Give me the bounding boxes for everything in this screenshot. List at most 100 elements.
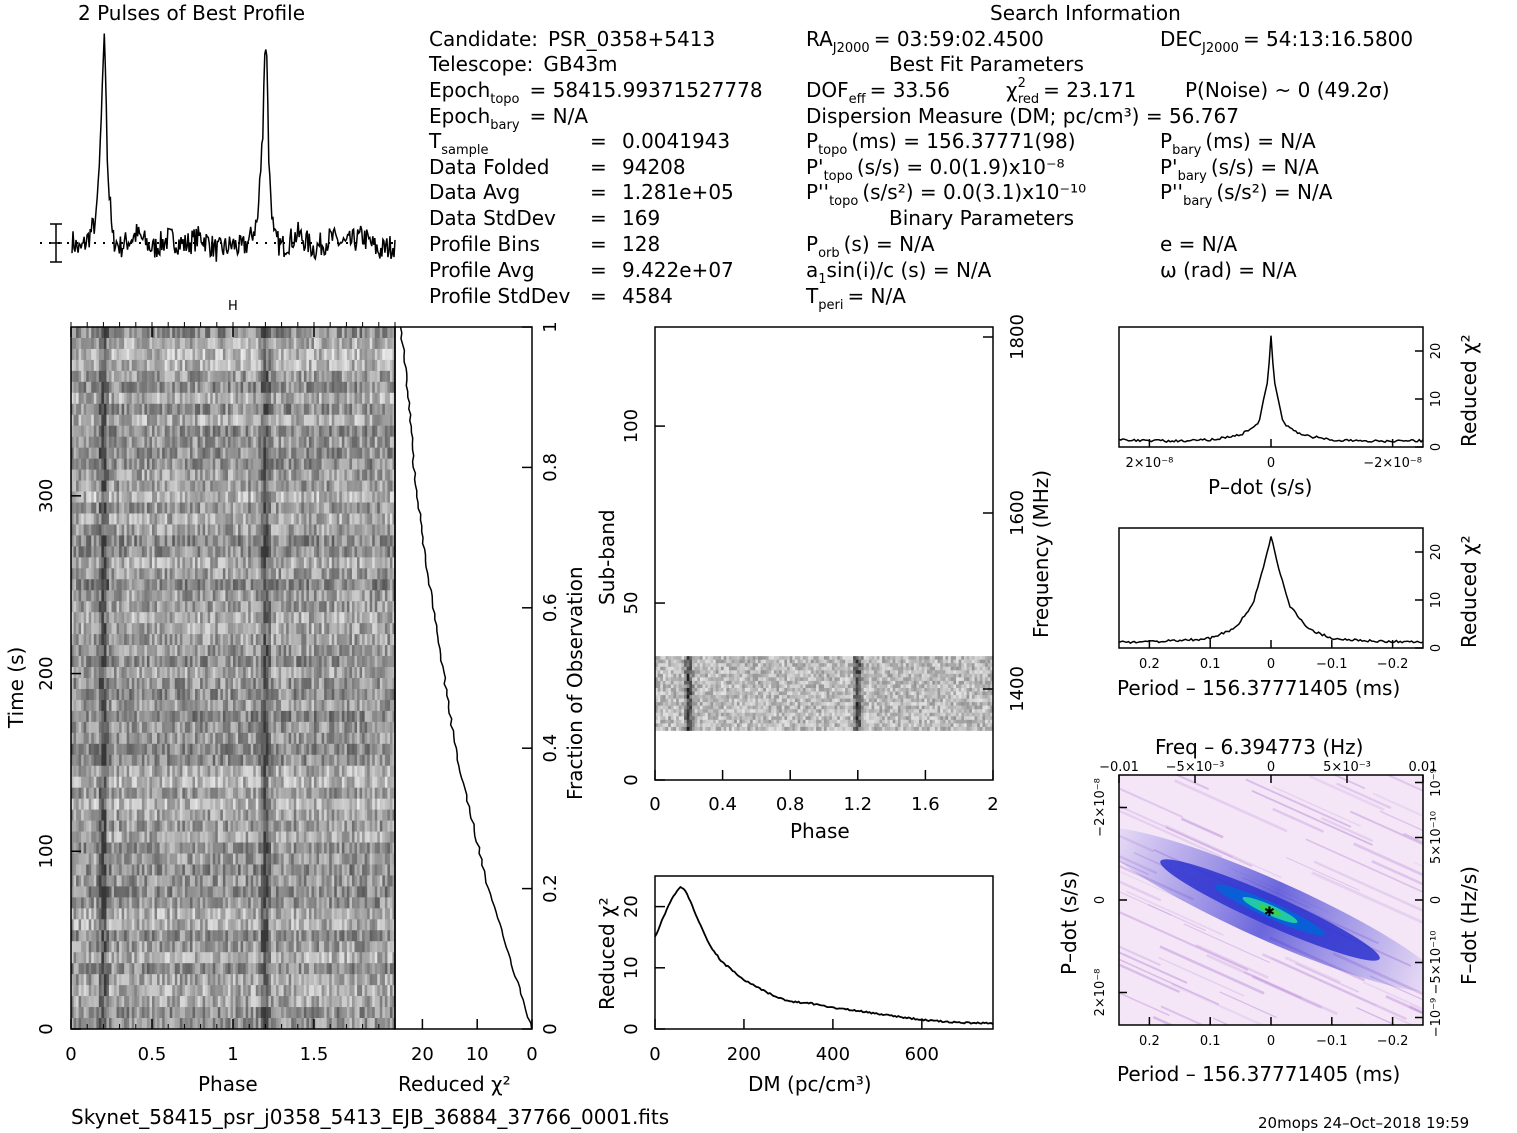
period-pdot-x2tick: 0.01 bbox=[1409, 760, 1438, 775]
time-chi2-xtick: 20 bbox=[411, 1044, 434, 1065]
period-pdot-best-marker: ✱ bbox=[1264, 905, 1275, 920]
time-phase-ylabel: Time (s) bbox=[4, 647, 28, 729]
period-pdot-ytick: 0 bbox=[1093, 896, 1108, 904]
time-chi2-ytick: 0 bbox=[540, 1023, 561, 1034]
ra-value: = 03:59:02.4500 bbox=[874, 27, 1044, 51]
pdot-chi2-plot: 2×10⁻⁸ 0 −2×10⁻⁸ 0 10 20 P–dot (s/s) Reduced … bbox=[1118, 326, 1481, 499]
pdPath-xtick: 0 bbox=[1267, 456, 1275, 471]
time-chi2-ytick: 0.2 bbox=[540, 874, 561, 903]
pePath-xtick: 0.1 bbox=[1200, 657, 1221, 672]
dm-chi2-xlabel: DM (pc/cm³) bbox=[748, 1072, 872, 1096]
time-chi2-ticks: 20 10 00 0.2 0.4 0.6 0.8 1 bbox=[411, 321, 561, 1065]
search-info-title: Search Information bbox=[990, 1, 1181, 25]
period-pdot-map: ✱ bbox=[1119, 775, 1423, 1025]
period-chi2-line bbox=[1118, 536, 1424, 645]
pdtopo-label: P' bbox=[806, 155, 824, 179]
dm-chi2-xtick: 0 bbox=[649, 1044, 660, 1065]
info-row-value: 128 bbox=[622, 232, 660, 256]
period-pdot-y2tick: −5×10⁻¹⁰ bbox=[1429, 931, 1444, 995]
ptopo-value: (ms) = 156.37771(98) bbox=[851, 129, 1075, 153]
subband-phase-ytick: 50 bbox=[621, 592, 642, 615]
footer-filename: Skynet_58415_psr_j0358_5413_EJB_36884_37… bbox=[71, 1105, 669, 1129]
info-row-value: 94208 bbox=[622, 155, 686, 179]
info-row-value: 1.281e+05 bbox=[622, 180, 734, 204]
dm-chi2-xtick: 600 bbox=[905, 1044, 939, 1065]
pdtopo-sub: topo bbox=[824, 169, 853, 184]
subband-phase-y2tick: 1600 bbox=[1007, 490, 1028, 536]
pdtopo-value: (s/s) = 0.0(1.9)x10⁻⁸ bbox=[857, 155, 1065, 179]
dof-label: DOF bbox=[806, 78, 849, 102]
time-chi2-ytick: 0.4 bbox=[540, 734, 561, 763]
info-row: Data Avg bbox=[429, 180, 520, 204]
pdot-chi2-xlabel: P–dot (s/s) bbox=[1208, 475, 1312, 499]
subband-phase-xtick: 1.2 bbox=[843, 794, 872, 815]
subband-phase-y2tick: 1400 bbox=[1007, 666, 1028, 712]
dec-value: = 54:13:16.5800 bbox=[1243, 27, 1413, 51]
pbary-sub: bary bbox=[1172, 143, 1202, 158]
time-phase-ticks: 0 0.5 1 1.5 0 100 200 300 bbox=[36, 322, 396, 1065]
time-phase-xtick: 1 bbox=[227, 1044, 238, 1065]
tperi-sub: peri bbox=[818, 298, 843, 313]
pdbary-sub: bary bbox=[1178, 169, 1208, 184]
ra-label: RA bbox=[806, 27, 833, 51]
dm-chi2-ytick: 10 bbox=[621, 956, 642, 979]
info-row-eq: = bbox=[590, 232, 607, 256]
subband-phase-xtick: 2 bbox=[987, 794, 998, 815]
dm-line: Dispersion Measure (DM; pc/cm³) = 56.767 bbox=[806, 104, 1239, 128]
pePath-xtick: −0.2 bbox=[1377, 657, 1409, 672]
subband-phase-xtick: 0.8 bbox=[776, 794, 805, 815]
pdPath-ytick: 0 bbox=[1429, 443, 1444, 451]
pdPath-xtick: −2×10⁻⁸ bbox=[1363, 456, 1422, 471]
tperi-label: T bbox=[805, 284, 819, 308]
pdot-chi2-ticks: 2×10⁻⁸ 0 −2×10⁻⁸ 0 10 20 bbox=[1126, 343, 1444, 471]
ptopo-label: P bbox=[806, 129, 818, 153]
time-phase-ytick: 100 bbox=[36, 834, 57, 868]
dof-value: = 33.56 bbox=[870, 78, 950, 102]
svg-text:RAJ2000= 03:59:02.4500: RAJ2000 = 03:59:02.4500 bbox=[806, 27, 1044, 56]
info-row-eq: = bbox=[590, 258, 607, 282]
chi-value: = 23.171 bbox=[1043, 78, 1136, 102]
ra-sub: J2000 bbox=[832, 41, 870, 56]
period-pdot-plot: Freq – 6.394773 (Hz) ✱ 0.2 0.1 0 −0.1 −0.2 −0… bbox=[1057, 735, 1481, 1086]
dec-sub: J2000 bbox=[1201, 41, 1239, 56]
pePath-ytick: 10 bbox=[1429, 592, 1444, 609]
period-pdot-xtick: −0.1 bbox=[1316, 1034, 1348, 1049]
svg-text:Porb(s) = N/A: Porb (s) = N/A bbox=[806, 232, 935, 261]
pddtopo-label: P'' bbox=[806, 180, 829, 204]
info-row: Epochbary = N/A bbox=[429, 104, 588, 133]
subband-phase-xtick: 0.4 bbox=[708, 794, 737, 815]
time-phase-plot: 0 0.5 1 1.5 0 100 200 300 H Phase Time (s) bbox=[4, 299, 396, 1096]
svg-text:P'bary(s/s) = N/A: P'bary (s/s) = N/A bbox=[1160, 155, 1319, 184]
subband-phase-y2label: Frequency (MHz) bbox=[1029, 470, 1053, 638]
svg-text:Tperi= N/A: Tperi = N/A bbox=[805, 284, 906, 313]
profile-line bbox=[71, 33, 396, 262]
info-row-value: 9.422e+07 bbox=[622, 258, 734, 282]
time-chi2-ytick: 0.8 bbox=[540, 453, 561, 482]
ptopo-sub: topo bbox=[818, 143, 847, 158]
subband-phase-ticks: 0 0.4 0.8 1.2 1.6 2 0 50 100 1400 1600 1800 bbox=[621, 314, 1028, 815]
period-pdot-x2tick: −5×10⁻³ bbox=[1166, 760, 1225, 775]
info-row: Data Folded bbox=[429, 155, 549, 179]
info-row-eq: = bbox=[590, 155, 607, 179]
footer-stamp: 20mops 24–Oct–2018 19:59 bbox=[1258, 1114, 1469, 1132]
subband-phase-ytick: 0 bbox=[621, 774, 642, 785]
time-phase-ytick: 300 bbox=[36, 479, 57, 513]
dm-chi2-ytick: 20 bbox=[621, 895, 642, 918]
period-pdot-ytick: −2×10⁻⁸ bbox=[1093, 778, 1108, 837]
svg-text:Ptopo(ms) = 156.37771(98): Ptopo (ms) = 156.37771(98) bbox=[806, 129, 1076, 158]
pbary-value: (ms) = N/A bbox=[1205, 129, 1316, 153]
dm-chi2-xtick: 200 bbox=[727, 1044, 761, 1065]
time-phase-xtick: 0 bbox=[65, 1044, 76, 1065]
a1-sub: 1 bbox=[818, 272, 826, 287]
time-phase-phase-marker: H bbox=[228, 299, 238, 314]
chi-sup: 2 bbox=[1018, 76, 1026, 91]
pdbary-value: (s/s) = N/A bbox=[1211, 155, 1319, 179]
profile-plot bbox=[40, 33, 396, 263]
pdot-chi2-line bbox=[1118, 335, 1424, 444]
svg-text:Pbary(ms) = N/A: Pbary (ms) = N/A bbox=[1160, 129, 1316, 158]
time-phase-xtick: 0.5 bbox=[138, 1044, 167, 1065]
info-row-value: 0.0041943 bbox=[622, 129, 730, 153]
period-chi2-xlabel: Period – 156.37771405 (ms) bbox=[1117, 676, 1400, 700]
